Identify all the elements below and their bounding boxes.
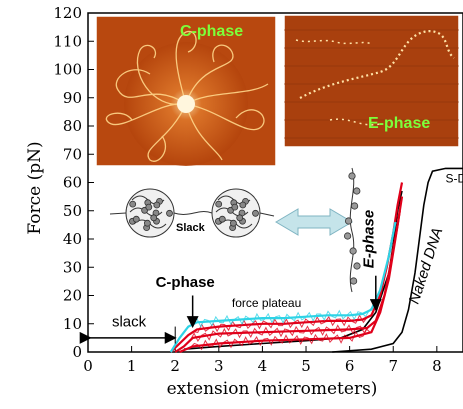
bead xyxy=(348,172,356,180)
double-arrow xyxy=(275,208,353,236)
bead xyxy=(129,200,137,208)
x-tick-label: 7 xyxy=(388,357,398,375)
bead xyxy=(166,209,173,217)
bead xyxy=(145,203,153,211)
bead xyxy=(231,203,239,211)
slack-schematic-label: Slack xyxy=(176,222,206,234)
inset-c-phase: C-phase xyxy=(95,15,277,167)
annotation-c-phase: C-phase xyxy=(156,274,215,291)
bead xyxy=(343,232,352,240)
bead xyxy=(349,277,358,285)
bead xyxy=(153,201,161,209)
schematic-beads xyxy=(128,197,259,232)
series-line-0 xyxy=(332,167,463,353)
bead xyxy=(239,201,247,209)
x-tick-label: 8 xyxy=(432,357,442,375)
bead xyxy=(236,214,244,222)
x-axis-ticks: 0 1 2 3 4 5 6 7 8 xyxy=(83,346,442,375)
series-noise-3 xyxy=(174,196,403,353)
annotation-e-phase: E-phase xyxy=(361,210,378,268)
series-noise-2 xyxy=(170,182,403,353)
y-tick-label: 10 xyxy=(63,315,82,333)
y-tick-label: 120 xyxy=(53,4,82,22)
y-tick-label: 40 xyxy=(63,230,82,248)
bead xyxy=(349,247,357,255)
bead xyxy=(215,200,223,208)
inset-e-phase: E-phase xyxy=(283,14,460,148)
bead xyxy=(229,219,237,227)
annotation-force-plateau: force plateau xyxy=(232,296,301,310)
bead xyxy=(353,262,361,270)
y-tick-label: 90 xyxy=(63,89,82,107)
y-tick-label: 70 xyxy=(63,145,82,163)
y-tick-label: 60 xyxy=(63,174,82,192)
x-tick-label: 4 xyxy=(258,357,268,375)
bead xyxy=(344,217,353,225)
x-axis-label: extension (micrometers) xyxy=(167,379,378,399)
inset-e-phase-label: E-phase xyxy=(368,115,430,132)
bead xyxy=(143,219,151,227)
x-tick-label: 3 xyxy=(214,357,224,375)
bead xyxy=(353,187,361,195)
annotation-s-dna: S-DN xyxy=(446,172,463,186)
y-axis-ticks: 0 10 20 30 40 50 60 70 80 90 100 110 120 xyxy=(53,4,94,361)
schematic-extended-dna xyxy=(343,167,361,293)
bead xyxy=(350,202,359,210)
y-tick-label: 50 xyxy=(63,202,82,220)
bead xyxy=(252,209,259,217)
y-tick-label: 0 xyxy=(72,343,82,361)
x-tick-label: 1 xyxy=(127,357,137,375)
bead xyxy=(150,214,158,222)
y-tick-label: 30 xyxy=(63,258,82,276)
y-tick-label: 110 xyxy=(53,32,82,50)
bead xyxy=(218,215,226,223)
x-tick-label: 5 xyxy=(301,357,311,375)
y-tick-label: 80 xyxy=(63,117,82,135)
x-tick-label: 2 xyxy=(170,357,180,375)
inset-c-phase-label: C-phase xyxy=(180,23,243,40)
annotation-naked-dna: Naked DNA xyxy=(406,226,447,307)
series-noise-4 xyxy=(179,210,401,353)
y-axis-label: Force (pN) xyxy=(25,141,45,234)
series-noise-5 xyxy=(170,221,396,353)
annotation-slack: slack xyxy=(112,314,147,331)
y-tick-label: 100 xyxy=(53,61,82,79)
x-tick-label: 0 xyxy=(83,357,93,375)
x-tick-label: 6 xyxy=(345,357,355,375)
y-tick-label: 20 xyxy=(63,287,82,305)
bead xyxy=(132,215,140,223)
